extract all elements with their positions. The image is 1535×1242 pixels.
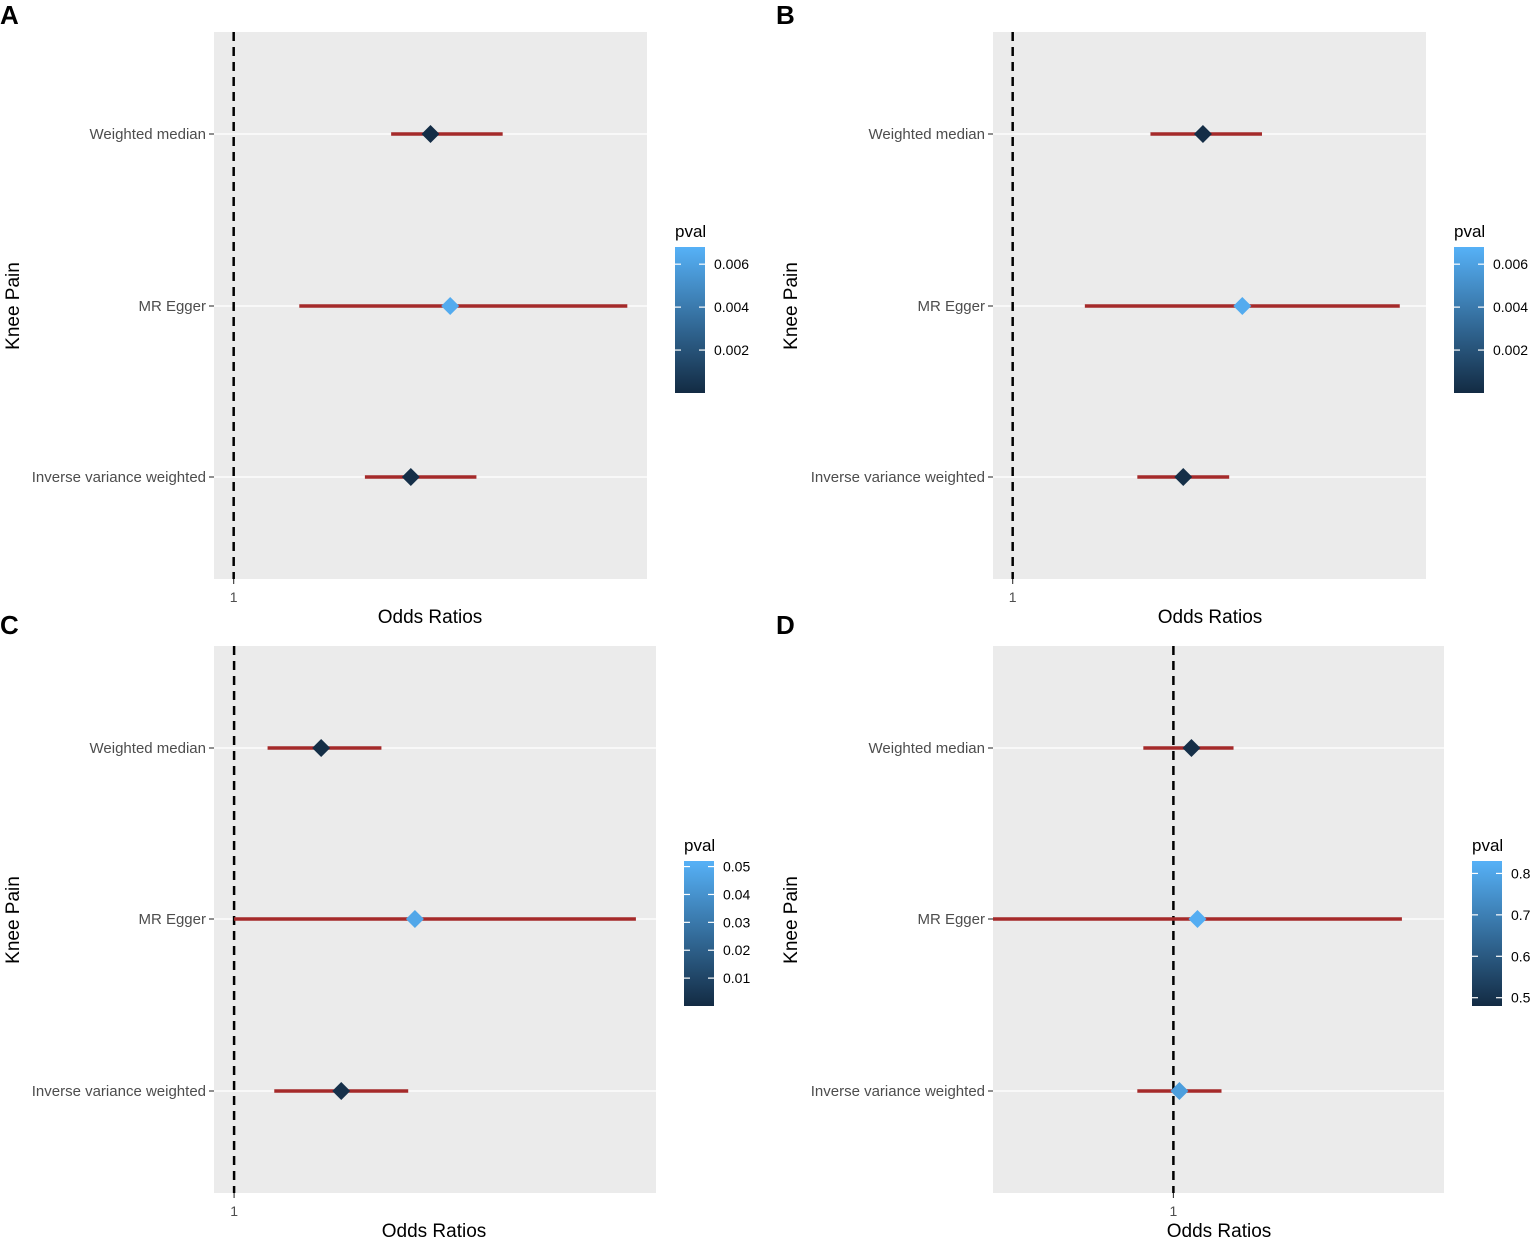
panel-a: A Weighted median MR Egger Inverse variance…: [0, 0, 749, 628]
x-axis-title: Odds Ratios: [1167, 1221, 1272, 1242]
legend-tick-label: 0.8: [1511, 865, 1531, 881]
estimate-diamond: [312, 739, 331, 757]
legend-tick-label: 0.03: [723, 914, 750, 930]
legend-tick-label: 0.002: [714, 342, 749, 358]
legend-tick-label: 0.6: [1511, 948, 1531, 964]
row-label: MR Egger: [917, 298, 985, 315]
legend-tick-label: 0.01: [723, 970, 750, 986]
row-label: MR Egger: [138, 911, 206, 928]
row-label: MR Egger: [138, 298, 206, 315]
estimate-diamond: [1170, 1082, 1189, 1100]
legend-tick-label: 0.04: [723, 886, 750, 902]
y-axis-title: Knee Pain: [781, 262, 802, 350]
legend-tick-label: 0.004: [1493, 299, 1528, 315]
estimate-diamond: [332, 1082, 351, 1100]
panel-d: D Weighted median MR Egger Inverse variance…: [776, 610, 1531, 1242]
panel-letter: B: [776, 0, 795, 30]
estimate-diamond: [421, 125, 440, 143]
legend-colorbar: [684, 861, 714, 1006]
panel-c: C Weighted median MR Egger Inverse variance…: [0, 610, 750, 1242]
legend-colorbar: [1454, 247, 1484, 393]
estimate-diamond: [1182, 739, 1201, 757]
legend-tick-label: 0.02: [723, 942, 750, 958]
legend-title: pval: [1472, 836, 1503, 855]
y-axis-title: Knee Pain: [3, 876, 24, 964]
estimate-diamond: [1193, 125, 1212, 143]
legend-title: pval: [675, 222, 706, 241]
legend-tick-label: 0.004: [714, 299, 749, 315]
row-label: Weighted median: [90, 740, 206, 757]
panel-letter: C: [0, 610, 19, 640]
y-axis-title: Knee Pain: [781, 876, 802, 964]
pval-legend: pval 0.5 0.6 0.7 0.8: [1472, 836, 1531, 1006]
x-axis-title: Odds Ratios: [1158, 607, 1263, 628]
row-label: Weighted median: [869, 126, 985, 143]
pval-legend: pval 0.002 0.004 0.006: [1454, 222, 1528, 393]
pval-legend: pval 0.01 0.02 0.03 0.04 0.05: [684, 836, 750, 1006]
y-axis-title: Knee Pain: [3, 262, 24, 350]
estimate-diamond: [441, 297, 460, 315]
row-label: Weighted median: [90, 126, 206, 143]
legend-colorbar: [1472, 861, 1502, 1006]
row-label: Inverse variance weighted: [811, 1083, 985, 1100]
legend-title: pval: [1454, 222, 1485, 241]
estimate-diamond: [401, 468, 420, 486]
estimate-diamond: [1233, 297, 1252, 315]
pval-legend: pval 0.002 0.004 0.006: [675, 222, 749, 393]
estimate-diamond: [1174, 468, 1193, 486]
x-tick-label: 1: [230, 1203, 238, 1219]
x-axis-title: Odds Ratios: [382, 1221, 487, 1242]
x-tick-label: 1: [1009, 589, 1017, 605]
row-label: Inverse variance weighted: [32, 1083, 206, 1100]
row-label: MR Egger: [917, 911, 985, 928]
panel-letter: A: [0, 0, 19, 30]
legend-tick-label: 0.05: [723, 859, 750, 875]
panel-b: B Weighted median MR Egger Inverse variance…: [776, 0, 1528, 628]
row-label: Weighted median: [869, 740, 985, 757]
legend-tick-label: 0.5: [1511, 990, 1531, 1006]
estimate-diamond: [405, 910, 424, 928]
x-axis-title: Odds Ratios: [378, 607, 483, 628]
row-label: Inverse variance weighted: [32, 469, 206, 486]
legend-tick-label: 0.006: [1493, 256, 1528, 272]
row-label: Inverse variance weighted: [811, 469, 985, 486]
x-tick-label: 1: [230, 589, 238, 605]
x-tick-label: 1: [1170, 1203, 1178, 1219]
estimate-diamond: [1188, 910, 1207, 928]
legend-tick-label: 0.006: [714, 256, 749, 272]
panel-letter: D: [776, 610, 795, 640]
legend-tick-label: 0.002: [1493, 342, 1528, 358]
legend-title: pval: [684, 836, 715, 855]
legend-tick-label: 0.7: [1511, 907, 1531, 923]
legend-colorbar: [675, 247, 705, 393]
